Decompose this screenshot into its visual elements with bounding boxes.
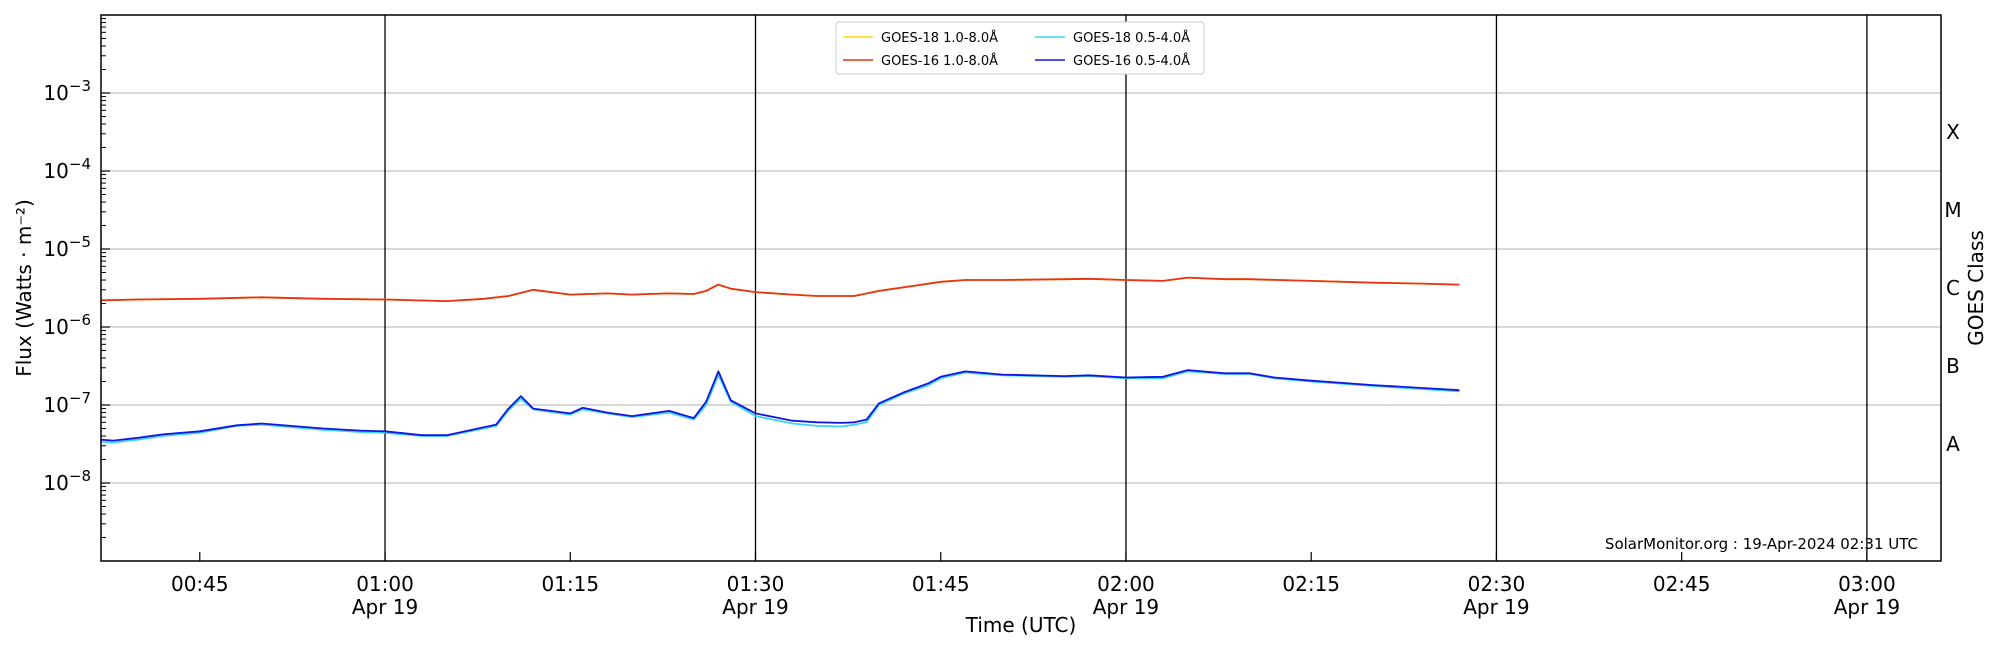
goes-class-m: M xyxy=(1944,198,1961,222)
right-axis-label: GOES Class xyxy=(1964,230,1988,346)
credit-text: SolarMonitor.org : 19-Apr-2024 02:31 UTC xyxy=(1605,535,1918,553)
goes-class-labels: A B C M X xyxy=(1944,120,1961,456)
x-tick-label: 02:00 xyxy=(1097,572,1155,596)
x-tick-label: 02:15 xyxy=(1282,572,1340,596)
x-tick-label: 01:45 xyxy=(912,572,970,596)
series-line-3 xyxy=(100,369,1460,442)
x-tick-label: 03:00 xyxy=(1838,572,1896,596)
x-tick-date: Apr 19 xyxy=(1834,595,1900,619)
grid-lines xyxy=(101,92,1941,484)
x-tick-label: 01:15 xyxy=(541,572,599,596)
x-tick-date: Apr 19 xyxy=(722,595,788,619)
goes-class-a: A xyxy=(1946,432,1960,456)
y-tick-label: 10−7 xyxy=(43,389,91,417)
plot-frame xyxy=(100,14,1942,562)
time-markers xyxy=(384,15,1868,561)
goes-class-x: X xyxy=(1946,120,1960,144)
y-tick-label: 10−3 xyxy=(43,77,91,105)
x-tick-date: Apr 19 xyxy=(1093,595,1159,619)
x-tick-label: 00:45 xyxy=(171,572,229,596)
goes-class-b: B xyxy=(1946,354,1960,378)
x-tick-label: 01:00 xyxy=(356,572,414,596)
legend-box xyxy=(835,21,1205,75)
y-axis-label: Flux (Watts · m⁻²) xyxy=(12,199,36,377)
x-axis-label: Time (UTC) xyxy=(965,613,1077,637)
legend-label-goes16-short: GOES-16 0.5-4.0Å xyxy=(1073,53,1190,69)
series-lines xyxy=(100,276,1460,444)
x-tick-label: 02:45 xyxy=(1653,572,1711,596)
y-tick-label: 10−5 xyxy=(43,233,91,261)
series-line-2 xyxy=(100,370,1460,444)
legend-label-goes16-long: GOES-16 1.0-8.0Å xyxy=(881,53,998,69)
legend: GOES-18 1.0-8.0Å GOES-16 1.0-8.0Å GOES-1… xyxy=(835,21,1205,75)
x-tick-date: Apr 19 xyxy=(1463,595,1529,619)
series-line-1 xyxy=(100,276,1460,303)
y-tick-label: 10−8 xyxy=(43,467,91,495)
y-tick-label: 10−4 xyxy=(43,155,91,183)
x-tick-label: 01:30 xyxy=(727,572,785,596)
x-tick-label: 02:30 xyxy=(1468,572,1526,596)
x-tick-date: Apr 19 xyxy=(352,595,418,619)
legend-label-goes18-long: GOES-18 1.0-8.0Å xyxy=(881,30,998,46)
y-tick-label: 10−6 xyxy=(43,311,91,339)
goes-class-c: C xyxy=(1946,276,1960,300)
legend-label-goes18-short: GOES-18 0.5-4.0Å xyxy=(1073,30,1190,46)
